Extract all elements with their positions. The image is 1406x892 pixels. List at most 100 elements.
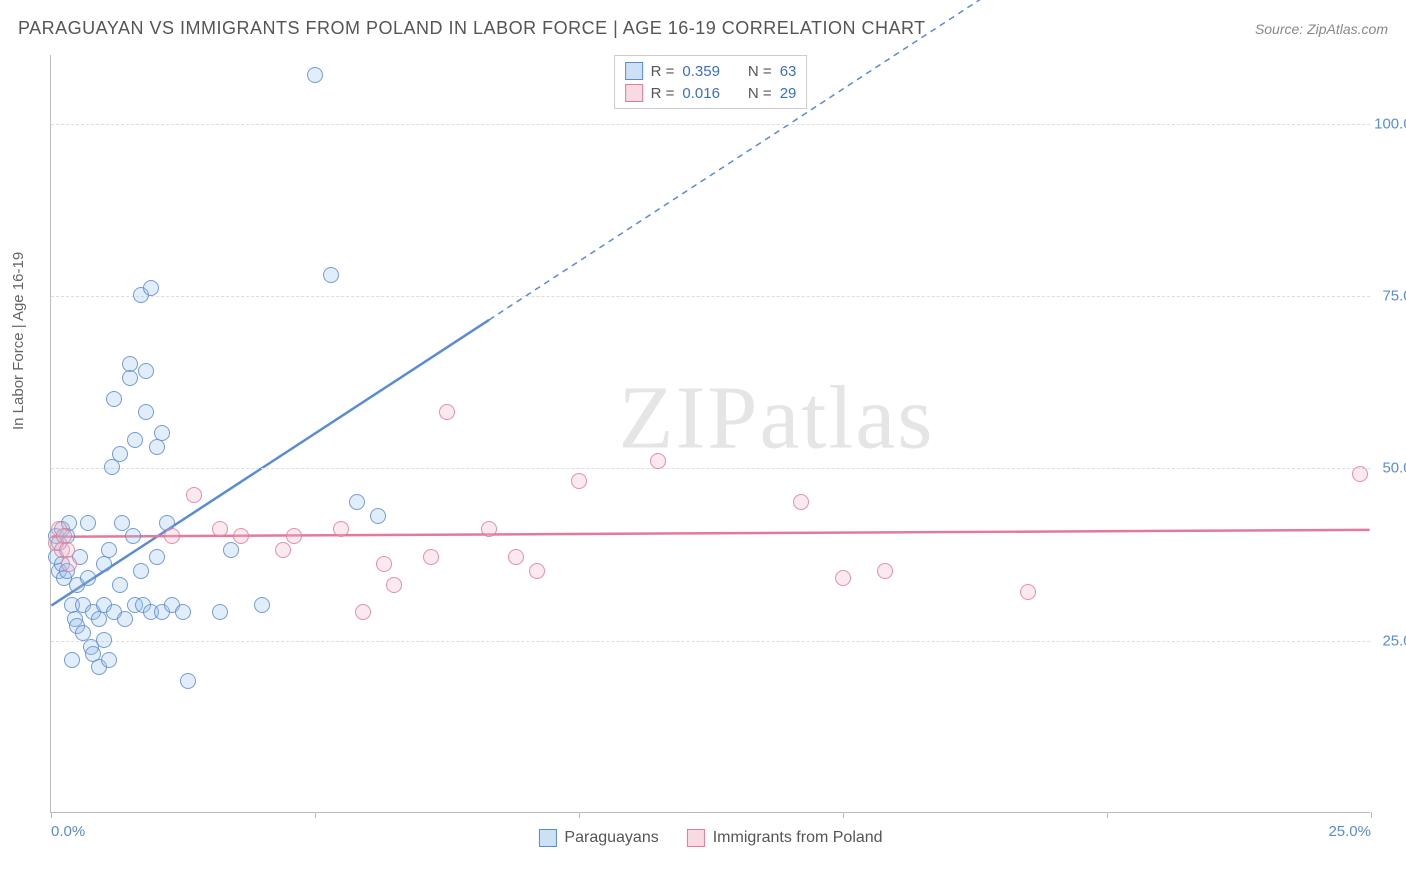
scatter-point (125, 528, 141, 544)
legend-item: Paraguayans (538, 829, 658, 847)
y-tick-label: 100.0% (1374, 115, 1406, 132)
scatter-point (650, 453, 666, 469)
n-label: N = (748, 63, 772, 80)
source-label: Source: ZipAtlas.com (1255, 21, 1388, 37)
gridline-h (51, 124, 1370, 125)
scatter-point (376, 556, 392, 572)
scatter-point (122, 370, 138, 386)
y-tick-label: 75.0% (1382, 288, 1406, 305)
gridline-h (51, 641, 1370, 642)
scatter-point (138, 404, 154, 420)
scatter-point (127, 432, 143, 448)
scatter-point (508, 549, 524, 565)
scatter-point (96, 556, 112, 572)
scatter-point (370, 508, 386, 524)
scatter-point (1020, 584, 1036, 600)
scatter-point (307, 67, 323, 83)
scatter-point (64, 652, 80, 668)
x-tick (315, 812, 316, 818)
x-tick (579, 812, 580, 818)
scatter-point (286, 528, 302, 544)
scatter-point (138, 363, 154, 379)
scatter-point (106, 391, 122, 407)
legend-swatch (687, 829, 705, 847)
scatter-point (149, 439, 165, 455)
scatter-point (133, 563, 149, 579)
scatter-point (212, 604, 228, 620)
gridline-h (51, 468, 1370, 469)
legend-label: Immigrants from Poland (713, 829, 883, 847)
legend-bottom: Paraguayans Immigrants from Poland (538, 829, 882, 847)
scatter-point (386, 577, 402, 593)
legend-swatch (538, 829, 556, 847)
legend-stats-row: R = 0.016 N = 29 (625, 82, 797, 104)
legend-swatch (625, 62, 643, 80)
scatter-point (571, 473, 587, 489)
y-tick-label: 25.0% (1382, 632, 1406, 649)
y-tick-label: 50.0% (1382, 460, 1406, 477)
scatter-point (117, 611, 133, 627)
scatter-point (61, 556, 77, 572)
scatter-point (793, 494, 809, 510)
scatter-point (877, 563, 893, 579)
trend-line-dashed (489, 0, 1370, 320)
scatter-point (104, 459, 120, 475)
x-tick (843, 812, 844, 818)
scatter-point (164, 528, 180, 544)
scatter-point (143, 280, 159, 296)
scatter-point (212, 521, 228, 537)
r-value: 0.016 (682, 85, 720, 102)
legend-stats-row: R = 0.359 N = 63 (625, 60, 797, 82)
x-tick (1371, 812, 1372, 818)
scatter-point (186, 487, 202, 503)
scatter-point (1352, 466, 1368, 482)
scatter-point (233, 528, 249, 544)
scatter-point (223, 542, 239, 558)
x-tick (51, 812, 52, 818)
title-bar: PARAGUAYAN VS IMMIGRANTS FROM POLAND IN … (18, 18, 1388, 39)
scatter-point (323, 267, 339, 283)
scatter-point (835, 570, 851, 586)
x-tick (1107, 812, 1108, 818)
scatter-point (112, 446, 128, 462)
scatter-point (333, 521, 349, 537)
scatter-point (423, 549, 439, 565)
scatter-point (355, 604, 371, 620)
scatter-point (481, 521, 497, 537)
scatter-point (175, 604, 191, 620)
scatter-point (254, 597, 270, 613)
scatter-point (80, 515, 96, 531)
legend-stats-box: R = 0.359 N = 63 R = 0.016 N = 29 (614, 55, 808, 109)
x-tick-label: 25.0% (1328, 823, 1371, 840)
legend-item: Immigrants from Poland (687, 829, 883, 847)
r-value: 0.359 (682, 63, 720, 80)
gridline-h (51, 296, 1370, 297)
scatter-point (349, 494, 365, 510)
scatter-point (149, 549, 165, 565)
scatter-point (80, 570, 96, 586)
trend-line-solid (51, 530, 1369, 537)
r-label: R = (651, 85, 675, 102)
x-tick-label: 0.0% (51, 823, 85, 840)
scatter-point (114, 515, 130, 531)
scatter-point (101, 652, 117, 668)
scatter-point (275, 542, 291, 558)
y-axis-label: In Labor Force | Age 16-19 (10, 252, 27, 430)
r-label: R = (651, 63, 675, 80)
legend-swatch (625, 84, 643, 102)
plot-area: ZIPatlas R =0.359N =63R =0.016N =29 Para… (50, 55, 1370, 813)
chart-title: PARAGUAYAN VS IMMIGRANTS FROM POLAND IN … (18, 18, 926, 39)
scatter-point (112, 577, 128, 593)
n-label: N = (748, 85, 772, 102)
scatter-point (529, 563, 545, 579)
trend-lines (51, 55, 1370, 812)
scatter-point (96, 632, 112, 648)
scatter-point (439, 404, 455, 420)
scatter-point (91, 611, 107, 627)
legend-label: Paraguayans (564, 829, 658, 847)
scatter-point (101, 542, 117, 558)
scatter-point (154, 425, 170, 441)
scatter-point (180, 673, 196, 689)
n-value: 29 (780, 85, 797, 102)
n-value: 63 (780, 63, 797, 80)
